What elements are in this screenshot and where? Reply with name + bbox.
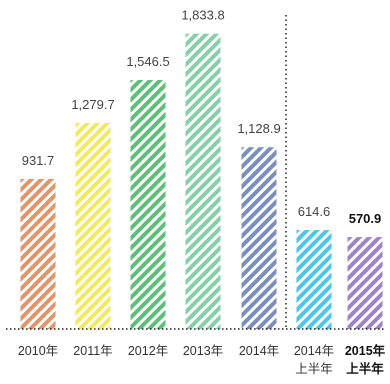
tick-label-5: 2014年 [294,344,334,358]
bar-2 [130,79,166,329]
value-label-1: 1,279.7 [71,97,114,112]
value-label-0: 931.7 [22,153,55,168]
bar-5 [296,230,332,329]
tick-label-3: 2013年 [183,344,223,358]
tick-label-6: 2015年 [345,343,386,358]
value-label-6: 570.9 [349,211,382,226]
bar-1 [75,122,111,329]
tick-labels-layer: 2010年 2011年 2012年 2013年 2014年 2014年上半年2015年上半… [18,343,386,376]
tick-label-2: 2012年 [128,344,168,358]
value-label-4: 1,128.9 [237,121,280,136]
tick-label-0: 2010年 [18,344,58,358]
bar-3 [185,33,221,329]
bar-0 [20,178,56,329]
value-labels-layer: 931.7 1,279.7 1,546.5 1,833.8 1,128.9 614.6 57… [22,8,382,226]
bar-4 [241,147,277,329]
value-label-2: 1,546.5 [126,54,169,69]
tick-label-5-line2: 上半年 [295,362,333,376]
value-label-3: 1,833.8 [181,8,224,23]
bar-6 [347,237,383,329]
value-label-5: 614.6 [298,204,331,219]
bars-layer [20,33,383,329]
tick-label-4: 2014年 [239,344,279,358]
tick-label-6-line2: 上半年 [346,361,384,376]
tick-label-1: 2011年 [73,344,112,358]
